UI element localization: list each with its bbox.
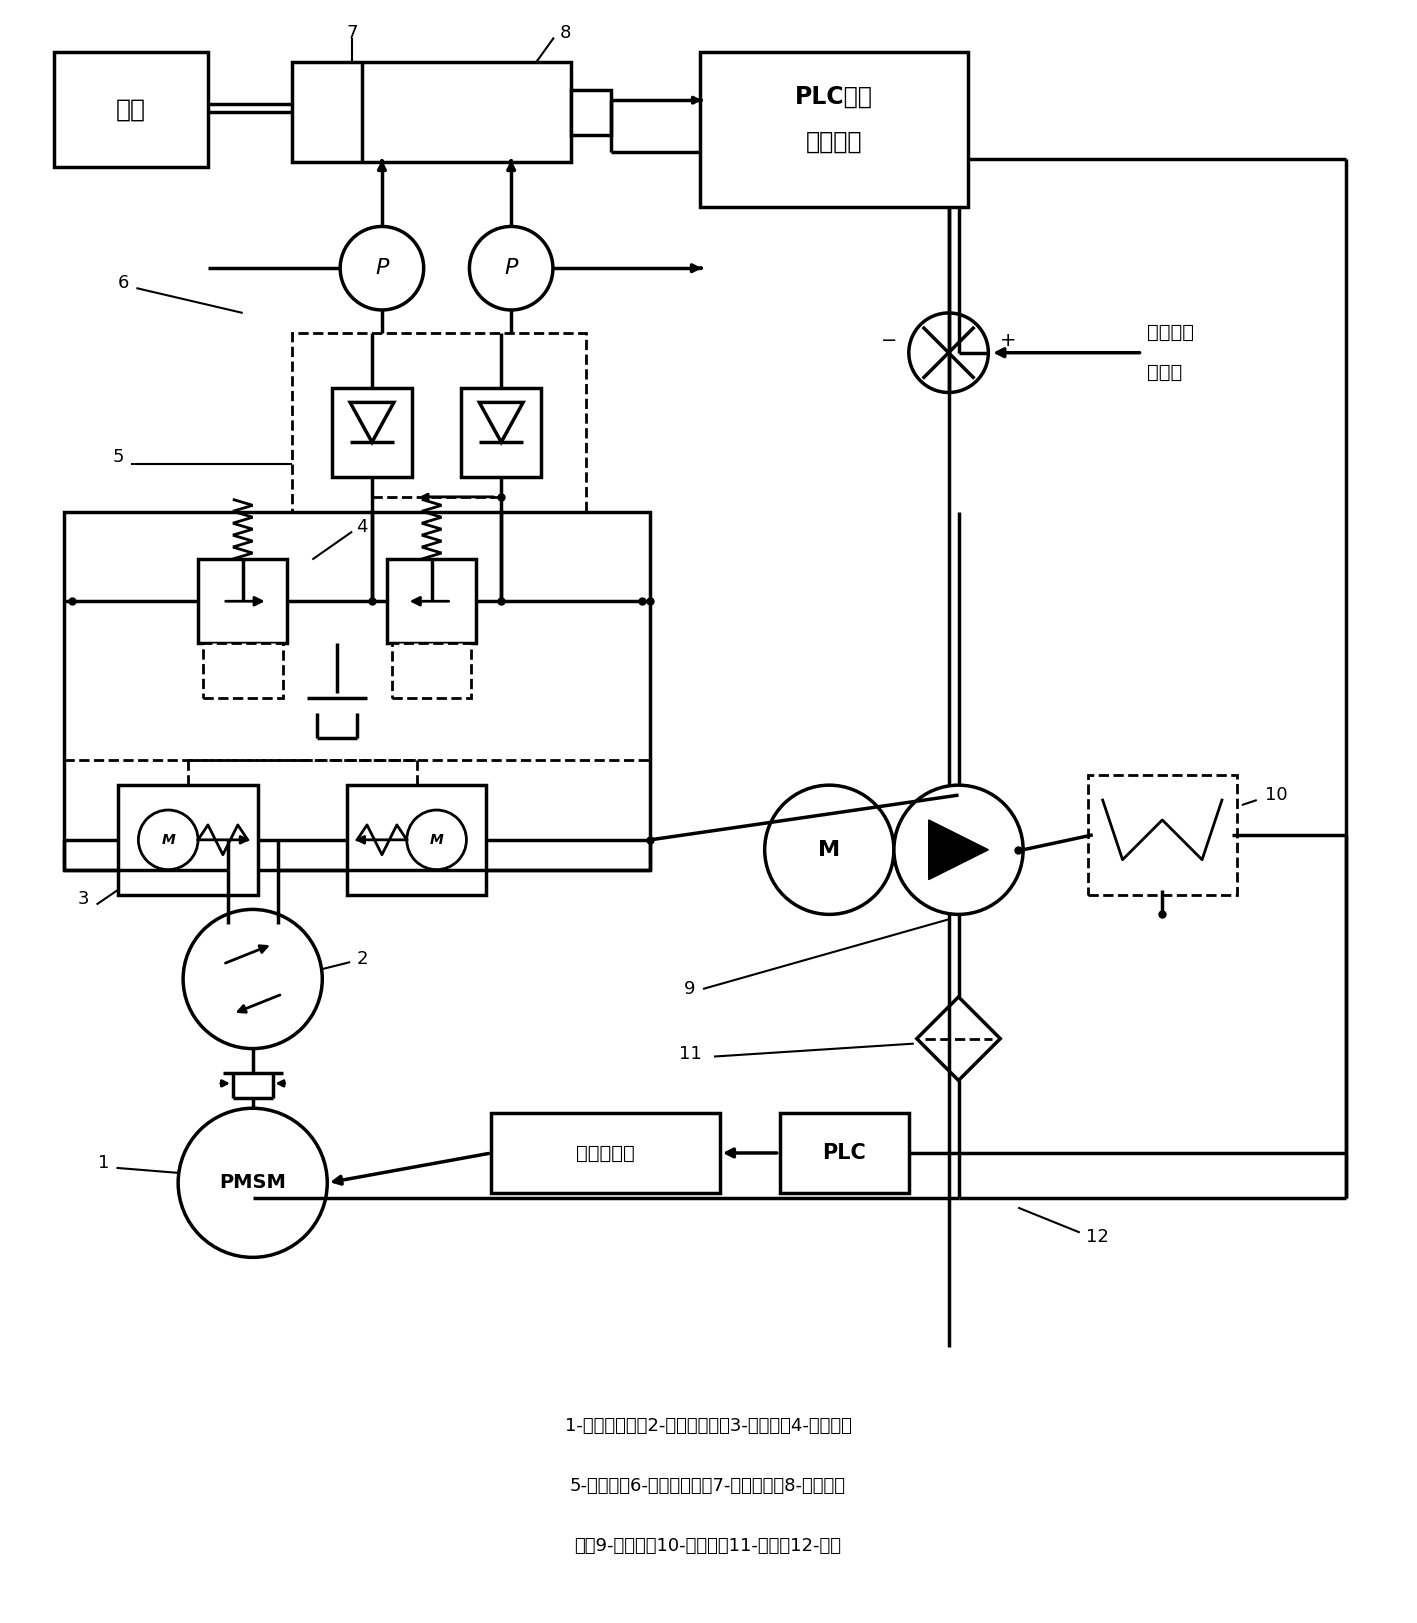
Circle shape [894,786,1023,914]
Text: 6: 6 [118,274,129,292]
Text: 伺服驱动器: 伺服驱动器 [577,1144,635,1162]
Bar [462,388,541,477]
Text: 5-液压锁；6-压力变送器；7-转舵油缸；8-位移传感: 5-液压锁；6-压力变送器；7-转舵油缸；8-位移传感 [570,1477,846,1495]
Text: 采集模块: 采集模块 [806,130,863,154]
Circle shape [765,786,894,914]
Circle shape [340,227,424,310]
Bar [332,388,412,477]
Text: PLC信号: PLC信号 [795,86,873,109]
Text: 1: 1 [98,1154,109,1172]
Bar [492,1113,720,1193]
Text: 11: 11 [679,1045,701,1063]
Text: P: P [504,258,517,278]
Bar [393,643,472,698]
Text: M: M [818,839,840,860]
Bar [64,511,650,870]
Text: PMSM: PMSM [220,1173,286,1193]
Bar [292,62,571,162]
Text: 驾驶台给: 驾驶台给 [1148,323,1195,342]
Bar [54,52,208,167]
Text: 7: 7 [346,24,359,42]
Circle shape [469,227,553,310]
Bar [347,786,486,894]
Text: 5: 5 [113,448,125,466]
Text: 8: 8 [560,24,571,42]
Bar [1088,776,1237,894]
Text: 10: 10 [1265,786,1288,803]
Text: P: P [376,258,388,278]
Bar [292,333,585,511]
Bar [1093,781,1231,889]
Text: 器；9-补油泵；10-溢流阀；11-滤器；12-油箱: 器；9-补油泵；10-溢流阀；11-滤器；12-油箱 [574,1537,842,1555]
Text: −: − [881,331,897,351]
Circle shape [183,909,322,1048]
Circle shape [179,1109,327,1258]
Text: M: M [429,833,444,847]
Bar [571,89,611,135]
Polygon shape [928,820,988,880]
Bar [198,558,288,643]
Text: 4: 4 [356,518,368,536]
Bar [779,1113,908,1193]
Bar [119,786,258,894]
Text: 3: 3 [78,891,89,909]
Circle shape [908,313,988,393]
Text: +: + [1000,331,1016,351]
Text: PLC: PLC [822,1143,866,1164]
Bar [387,558,476,643]
Circle shape [407,810,466,870]
Circle shape [139,810,198,870]
Text: 负载: 负载 [116,97,146,122]
Text: M: M [162,833,176,847]
Text: 12: 12 [1087,1229,1110,1246]
Text: 定信号: 定信号 [1148,364,1183,381]
Text: 9: 9 [684,980,696,998]
Bar [203,643,282,698]
Text: 1-伺服电动机；2-双向定量泵；3-吸排阀；4-安全阀；: 1-伺服电动机；2-双向定量泵；3-吸排阀；4-安全阀； [564,1417,852,1435]
Text: 2: 2 [356,949,368,969]
Bar [700,52,968,206]
